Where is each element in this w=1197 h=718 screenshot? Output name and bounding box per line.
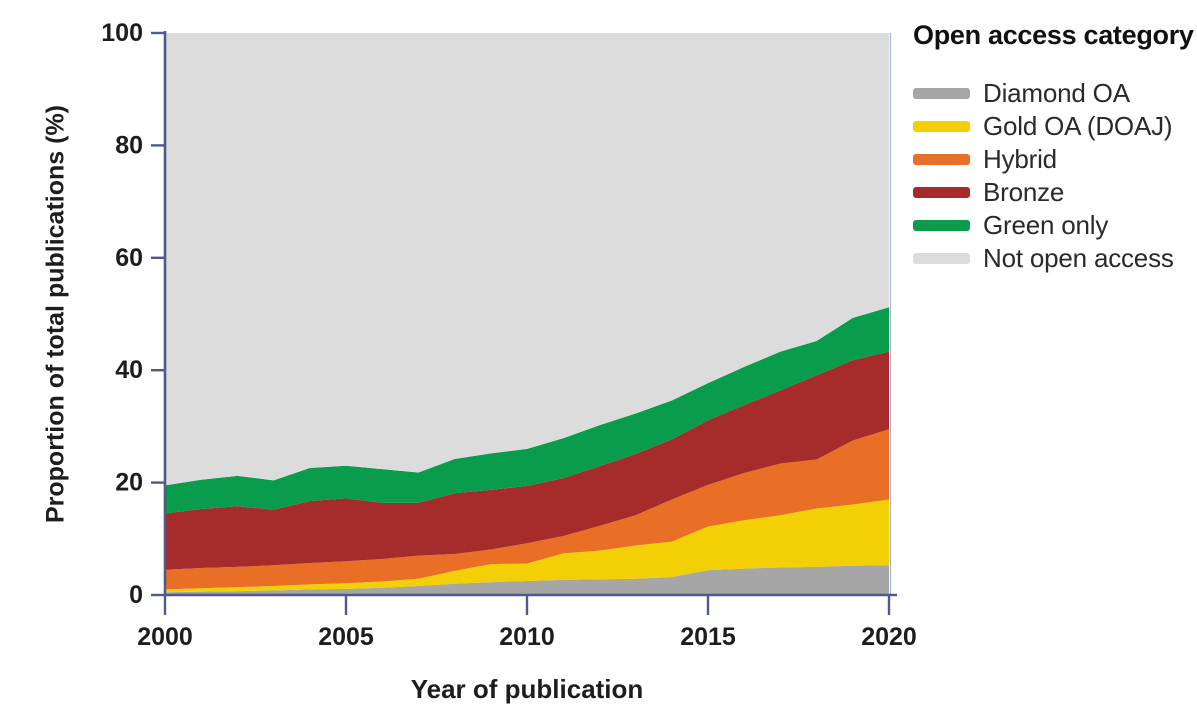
legend-label: Green only [983,210,1109,240]
legend-items: Diamond OA Gold OA (DOAJ) Hybrid Bronze Gree… [913,77,1195,275]
legend-item-green-only: Green only [913,209,1195,242]
not-open-access-swatch-icon [913,253,970,264]
y-tick-label-60: 60 [115,244,143,272]
area-green-only [165,307,889,514]
legend-item-bronze: Bronze [913,176,1195,209]
y-tick-label-100: 100 [101,19,143,47]
area-bronze [165,351,889,570]
x-tick-label-2005: 2005 [318,623,374,651]
y-tick-label-0: 0 [129,581,143,609]
y-tick-label-40: 40 [115,356,143,384]
legend-label: Hybrid [983,144,1057,174]
area-not-open-access [165,33,889,486]
legend-item-gold-oa-doaj: Gold OA (DOAJ) [913,110,1195,143]
legend-title: Open access category [913,20,1194,50]
legend-item-not-open-access: Not open access [913,242,1195,275]
x-tick-label-2015: 2015 [680,623,736,651]
legend-item-diamond-oa: Diamond OA [913,77,1195,110]
area-hybrid [165,429,889,590]
hybrid-swatch-icon [913,154,970,165]
x-axis-title: Year of publication [410,674,644,704]
y-axis-title: Proportion of total publications (%) [41,104,70,524]
bronze-swatch-icon [913,187,970,198]
diamond-oa-swatch-icon [913,88,970,99]
gold-oa-doaj-swatch-icon [913,121,970,132]
legend-label: Not open access [983,243,1174,273]
legend: Open access category Diamond OA Gold OA (… [913,20,1195,275]
y-tick-label-20: 20 [115,469,143,497]
legend-item-hybrid: Hybrid [913,143,1195,176]
y-tick-label-80: 80 [115,131,143,159]
area-gold-oa-doaj [165,499,889,593]
area-diamond-oa [165,565,889,595]
x-tick-label-2000: 2000 [137,623,193,651]
green-only-swatch-icon [913,220,970,231]
x-tick-label-2020: 2020 [861,623,917,651]
legend-label: Gold OA (DOAJ) [983,111,1173,141]
legend-label: Bronze [983,177,1065,207]
legend-label: Diamond OA [983,78,1130,108]
x-tick-label-2010: 2010 [499,623,555,651]
